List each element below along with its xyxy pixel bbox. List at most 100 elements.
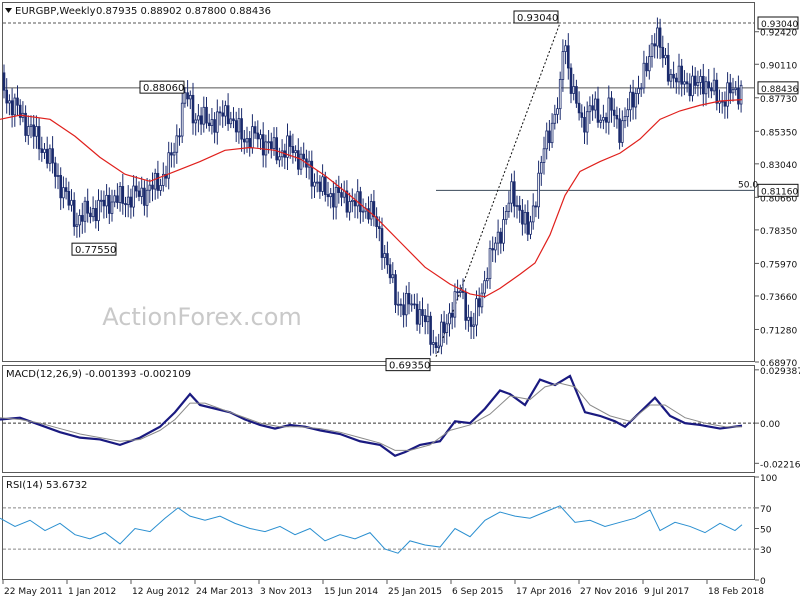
candle-body [585, 111, 589, 133]
macd-title: MACD(12,26,9) -0.001393 -0.002109 [6, 369, 191, 380]
candle-body [429, 315, 432, 345]
candle-body [437, 345, 440, 348]
xtick-label: 27 Nov 2016 [580, 587, 638, 597]
candle-body [615, 114, 619, 120]
candle-body [134, 185, 138, 192]
candle-body [35, 126, 38, 137]
xtick-label: 1 Jan 2012 [68, 587, 116, 597]
candle-body [502, 219, 505, 244]
candle-body [318, 181, 322, 192]
candle-body [99, 199, 103, 202]
candle-body [604, 117, 608, 123]
candle-body [553, 113, 557, 124]
candle-body [256, 132, 260, 140]
candle-body [672, 73, 675, 79]
candle-body [16, 97, 19, 106]
candle-body [456, 291, 459, 294]
candle-body [445, 323, 449, 333]
rsi-ytick-label: 0 [760, 577, 766, 587]
candle-body [418, 309, 422, 325]
candle-body [234, 120, 238, 133]
candle-body [648, 56, 651, 72]
candle-body [269, 141, 273, 149]
candle-body [78, 215, 81, 226]
candle-body [415, 303, 419, 325]
candle-body [148, 184, 152, 191]
candle-body [8, 100, 11, 104]
candle-body [542, 148, 546, 163]
candle-body [421, 309, 424, 316]
macd-axis: 0.029387 0.00 -0.022161 [755, 367, 800, 470]
candle-body [388, 264, 392, 279]
candle-body [121, 186, 125, 204]
candle-body [375, 216, 378, 228]
candle-body [637, 88, 640, 94]
candle-body [423, 315, 427, 323]
rsi-marks [0, 505, 755, 554]
rsi-ytick-label: 70 [760, 505, 772, 515]
candle-body [464, 292, 467, 321]
xtick-label: 12 Aug 2012 [132, 587, 190, 597]
price-axis: 0.92420 0.90110 0.87730 0.85350 0.83040 0.806… [755, 16, 799, 369]
rsi-series-line [0, 505, 743, 554]
candle-body [350, 199, 354, 202]
candle-body [56, 175, 60, 177]
candle-body [207, 122, 211, 126]
candle-body [359, 191, 362, 213]
candle-body [739, 84, 743, 105]
candle-body [399, 303, 403, 306]
candle-body [650, 43, 654, 57]
candle-body [707, 81, 710, 89]
candle-body [199, 115, 203, 125]
candle-body [118, 186, 122, 203]
level-value-label: 0.93040 [761, 20, 798, 30]
candle-body [337, 186, 341, 193]
candle-body [54, 162, 57, 177]
candle-body [367, 208, 370, 220]
level-value-box [757, 183, 799, 197]
candle-body [386, 253, 389, 266]
candle-body [94, 208, 98, 222]
candle-body [572, 86, 575, 94]
candle-body [67, 191, 71, 206]
candle-body [226, 105, 230, 125]
rsi-panel-frame [2, 476, 755, 580]
candle-body [5, 89, 9, 104]
candle-body [129, 196, 133, 208]
candle-body [186, 92, 189, 100]
dropdown-triangle-icon[interactable] [5, 8, 12, 13]
candle-body [288, 135, 292, 147]
candle-body [140, 187, 144, 197]
annotation-box [139, 80, 185, 94]
candle-body [24, 112, 27, 136]
candle-body [108, 194, 111, 214]
candle-body [51, 148, 54, 164]
xtick-label: 25 Jan 2015 [388, 587, 442, 597]
candle-body [623, 116, 627, 122]
candle-body [70, 199, 73, 206]
candle-body [64, 187, 68, 192]
candle-body [205, 106, 208, 124]
price-ytick-label: 0.90110 [760, 61, 797, 71]
candle-body [26, 126, 30, 136]
candle-body [537, 172, 540, 208]
candle-body [688, 83, 692, 97]
candle-body [610, 97, 613, 111]
candle-body [467, 316, 470, 321]
candle-body [448, 312, 451, 325]
candle-body [642, 62, 646, 89]
candle-body [224, 105, 227, 117]
candle-body [518, 205, 521, 211]
candle-body [286, 135, 289, 158]
candle-body [137, 190, 141, 197]
candle-body [596, 98, 600, 123]
candle-body [151, 184, 154, 190]
candle-body [2, 72, 6, 91]
candle-body [323, 176, 327, 195]
candle-body [499, 231, 503, 244]
candle-body [504, 210, 508, 220]
candle-body [696, 82, 700, 86]
candle-body [89, 212, 92, 218]
candle-body [693, 75, 697, 86]
price-ytick-label: 0.73660 [760, 293, 797, 303]
